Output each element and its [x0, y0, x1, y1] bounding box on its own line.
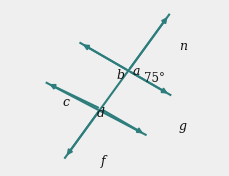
Text: d: d — [97, 107, 105, 120]
Text: g: g — [179, 121, 187, 133]
Text: f: f — [101, 155, 106, 168]
Text: a: a — [132, 65, 140, 78]
Text: b: b — [117, 68, 125, 81]
Text: n: n — [179, 40, 187, 53]
Text: c: c — [63, 96, 69, 109]
Text: 75°: 75° — [144, 72, 165, 85]
